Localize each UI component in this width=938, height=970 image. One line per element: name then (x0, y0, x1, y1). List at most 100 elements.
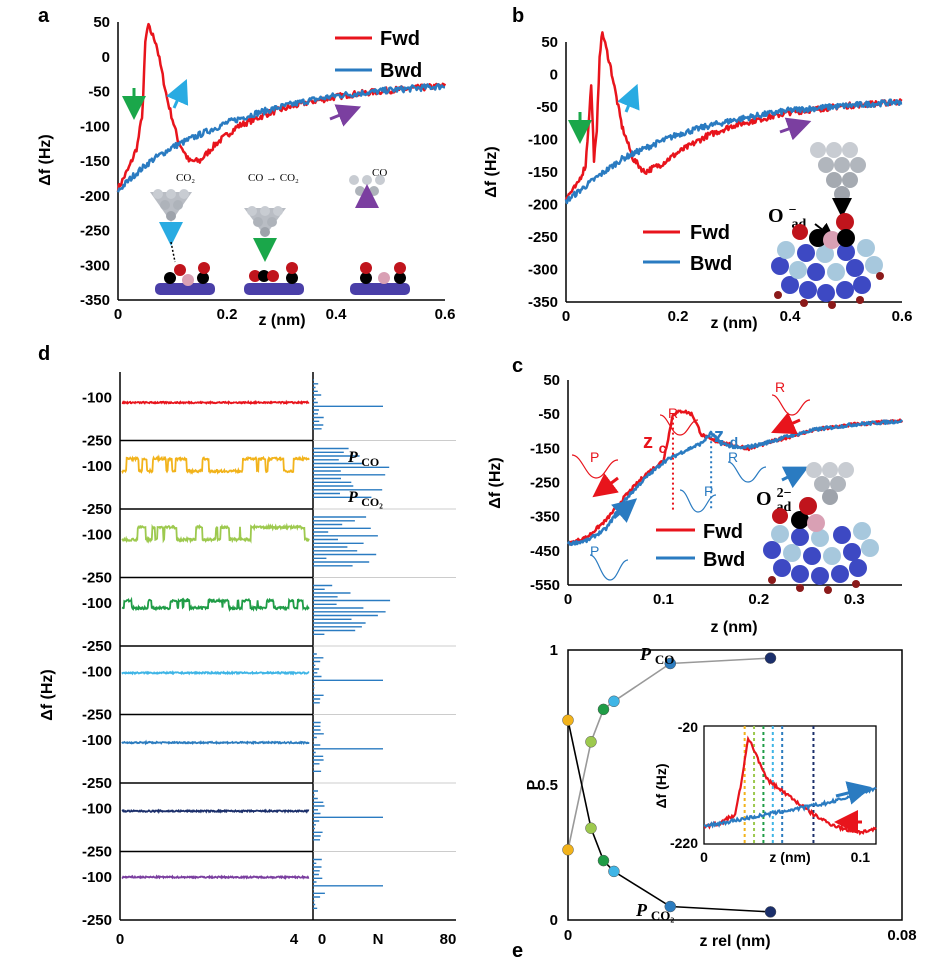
c-model (763, 462, 879, 594)
d-xtick-4: 4 (290, 931, 299, 948)
svg-text:P CO₂: P CO₂ (347, 489, 383, 509)
d-tick-label: -100 (82, 458, 112, 475)
svg-text:z d: z d (714, 425, 738, 450)
series-bwd-line (116, 83, 446, 193)
a-annotation-co: CO (372, 167, 387, 179)
y-tick-label: -50 (88, 84, 110, 101)
a-xlabel: z (nm) (258, 312, 305, 329)
e-label-pco2: P (635, 900, 648, 920)
c-label-p-1: P (590, 449, 599, 465)
d-hist-4 (313, 584, 391, 635)
y-tick-label: -250 (528, 229, 558, 246)
d-trace-8 (121, 874, 310, 880)
d-trace-7 (121, 808, 310, 815)
c-label-p-2: P (704, 483, 713, 499)
svg-text:P CO: P CO (347, 449, 379, 469)
b-ylabel: Δf (Hz) (483, 146, 500, 197)
d-tick-label: -250 (82, 433, 112, 450)
y-tick-label: -50 (538, 406, 560, 423)
panel-label-a: a (38, 5, 50, 27)
x-tick-label: 0 (564, 591, 572, 608)
c-label-r-2: R (775, 379, 785, 395)
y-tick-label: 50 (93, 14, 110, 31)
e-label-pco-sub: CO (655, 652, 675, 667)
c-ylabel: Δf (Hz) (487, 457, 504, 508)
series-bwd-line (564, 98, 903, 205)
y-tick-label: 50 (541, 34, 558, 51)
d-hist-8 (313, 858, 383, 909)
e-series (562, 652, 777, 918)
y-tick-label: -200 (528, 197, 558, 214)
d-ylabel: Δf (Hz) (39, 669, 56, 720)
d-tick-label: -100 (82, 869, 112, 886)
x-tick-label: 0 (562, 308, 570, 325)
b-legend: Fwd Bwd (643, 222, 732, 275)
x-tick-label: 0.2 (748, 591, 769, 608)
b-series (564, 31, 903, 205)
b-annotation-sup: − (789, 203, 797, 218)
e-P_CO2-point (664, 900, 677, 913)
e-P_CO2-point (562, 714, 574, 726)
d-trace-6 (121, 739, 310, 746)
e-P_CO2-point (597, 854, 610, 867)
e-P_CO-point (562, 844, 574, 856)
e-P_CO2-point (764, 906, 777, 918)
d-hist-xlabel: N (373, 931, 384, 948)
a-surface-models (155, 262, 410, 295)
inset-xtick: 0 (700, 849, 708, 865)
e-P_CO-point (608, 695, 620, 708)
y-tick-label: 0 (102, 49, 110, 66)
d-xtick-0: 0 (116, 931, 124, 948)
d-hist-2 (313, 447, 390, 498)
d-tick-label: -250 (82, 844, 112, 861)
e-P_CO2-line (567, 720, 771, 913)
x-tick-label: 0.3 (844, 591, 865, 608)
e-P_CO-line (567, 657, 771, 850)
d-hist-7 (313, 790, 383, 841)
a-tip-model-2 (244, 206, 286, 262)
e-xtick: 0 (564, 927, 572, 944)
d-tick-label: -250 (82, 638, 112, 655)
y-tick-label: -150 (528, 164, 558, 181)
a-annotation-co2: CO₂ (176, 172, 195, 184)
d-hist-1 (313, 379, 383, 430)
y-tick-label: -150 (530, 440, 560, 457)
c-curve-labels: P R R P R P (571, 379, 811, 581)
y-tick-label: -300 (80, 257, 110, 274)
e-P_CO2-point (585, 822, 597, 834)
d-tick-label: -250 (82, 501, 112, 518)
b-model (771, 142, 884, 309)
x-tick-label: 0.1 (653, 591, 674, 608)
inset-ytick: -220 (670, 835, 698, 851)
c-label-r-1: R (668, 405, 678, 421)
y-tick-label: -200 (80, 188, 110, 205)
e-xlabel: z rel (nm) (699, 933, 770, 950)
e-ylabel: P (525, 779, 542, 790)
a-series (116, 22, 447, 193)
e-P_CO-point (597, 703, 610, 716)
c-legend: Fwd Bwd (656, 521, 745, 571)
panel-label-d: d (38, 343, 50, 365)
d-hist-3 (313, 516, 378, 567)
x-tick-label: 0.6 (435, 306, 456, 323)
y-tick-label: -100 (80, 118, 110, 135)
svg-text:z c: z c (643, 431, 667, 456)
d-label-pco-sub: CO (361, 455, 379, 469)
x-tick-label: 0.6 (892, 308, 913, 325)
y-tick-label: -250 (530, 475, 560, 492)
e-label-pco: P (639, 644, 652, 664)
d-tick-label: -100 (82, 664, 112, 681)
c-legend-fwd: Fwd (703, 521, 743, 543)
d-trace-3 (121, 522, 310, 544)
b-legend-bwd: Bwd (690, 253, 732, 275)
a-legend-bwd: Bwd (380, 60, 422, 82)
d-tick-label: -250 (82, 775, 112, 792)
e-axes: 0 0.08 1 0.5 0 z rel (nm) P (525, 642, 917, 950)
a-legend-fwd: Fwd (380, 28, 420, 50)
c-marker-zc-sub: c (659, 440, 667, 456)
c-annotation-sup: 2− (777, 486, 792, 501)
b-xlabel: z (nm) (710, 315, 757, 332)
e-inset: 0 0.1 -20 -220 z (nm) Δf (Hz) (653, 719, 877, 865)
y-tick-label: 50 (543, 372, 560, 389)
